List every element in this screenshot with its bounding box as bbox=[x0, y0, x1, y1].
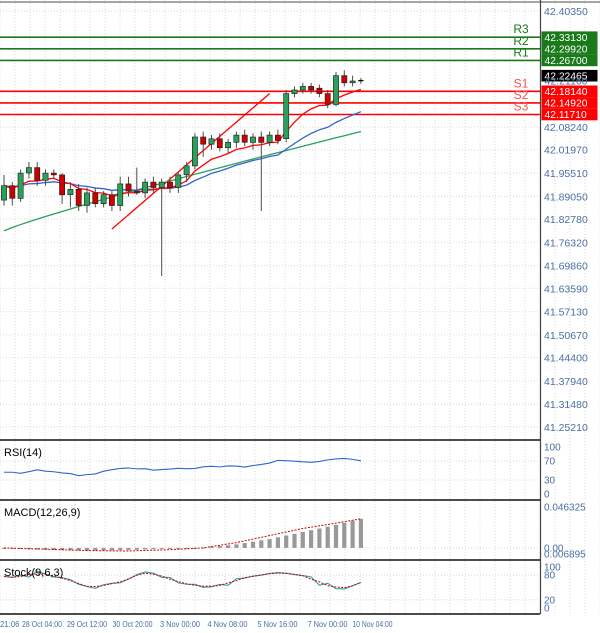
svg-text:41.44400: 41.44400 bbox=[544, 353, 588, 365]
svg-text:0.046325: 0.046325 bbox=[544, 503, 586, 514]
svg-text:80: 80 bbox=[544, 571, 556, 582]
svg-text:41.63590: 41.63590 bbox=[544, 283, 588, 295]
svg-text:42.33130: 42.33130 bbox=[545, 33, 588, 44]
svg-text:5 Nov 16:00: 5 Nov 16:00 bbox=[258, 620, 299, 629]
svg-text:42.18140: 42.18140 bbox=[545, 87, 588, 98]
svg-text:Stock(9,6,3): Stock(9,6,3) bbox=[4, 567, 63, 579]
svg-text:70: 70 bbox=[544, 457, 556, 468]
svg-text:42.21160: 42.21160 bbox=[545, 75, 588, 87]
svg-text:41.31480: 41.31480 bbox=[544, 399, 588, 411]
svg-text:42.14920: 42.14920 bbox=[545, 99, 588, 110]
svg-text:0.006895: 0.006895 bbox=[544, 550, 586, 561]
svg-text:41.82780: 41.82780 bbox=[544, 214, 588, 226]
svg-text:41.89050: 41.89050 bbox=[544, 191, 588, 203]
svg-text:42.26700: 42.26700 bbox=[545, 56, 588, 67]
svg-text:41.76320: 41.76320 bbox=[544, 237, 588, 249]
svg-text:S3: S3 bbox=[514, 100, 529, 114]
svg-text:41.69860: 41.69860 bbox=[544, 261, 588, 273]
svg-text:7 Nov 00:00: 7 Nov 00:00 bbox=[308, 620, 349, 629]
svg-text:41.37940: 41.37940 bbox=[544, 376, 588, 388]
svg-text:MACD(12,26,9): MACD(12,26,9) bbox=[4, 507, 80, 519]
svg-text:R1: R1 bbox=[513, 45, 529, 59]
svg-text:100: 100 bbox=[544, 443, 561, 454]
svg-text:0: 0 bbox=[544, 604, 550, 615]
svg-text:41.50670: 41.50670 bbox=[544, 330, 588, 342]
svg-text:30 Oct 20:00: 30 Oct 20:00 bbox=[113, 620, 154, 629]
svg-text:RSI(14): RSI(14) bbox=[4, 447, 42, 459]
svg-text:42.29920: 42.29920 bbox=[545, 44, 588, 55]
svg-text:42.01970: 42.01970 bbox=[544, 145, 588, 157]
svg-text:41.25210: 41.25210 bbox=[544, 422, 588, 434]
svg-text:42.40350: 42.40350 bbox=[544, 6, 588, 18]
svg-text:4 Nov 08:00: 4 Nov 08:00 bbox=[208, 620, 249, 629]
svg-text:10 Nov 04:00: 10 Nov 04:00 bbox=[353, 620, 394, 629]
svg-text:21:06: 21:06 bbox=[0, 620, 20, 629]
svg-text:28 Oct 04:00: 28 Oct 04:00 bbox=[22, 620, 63, 629]
svg-text:29 Oct 12:00: 29 Oct 12:00 bbox=[67, 620, 108, 629]
svg-text:3 Nov 00:00: 3 Nov 00:00 bbox=[160, 620, 201, 629]
svg-text:41.57130: 41.57130 bbox=[544, 307, 588, 319]
svg-text:30: 30 bbox=[544, 475, 556, 486]
svg-text:42.08240: 42.08240 bbox=[544, 122, 588, 134]
svg-text:41.95510: 41.95510 bbox=[544, 168, 588, 180]
svg-text:42.11710: 42.11710 bbox=[545, 110, 587, 121]
svg-text:0: 0 bbox=[544, 490, 550, 501]
